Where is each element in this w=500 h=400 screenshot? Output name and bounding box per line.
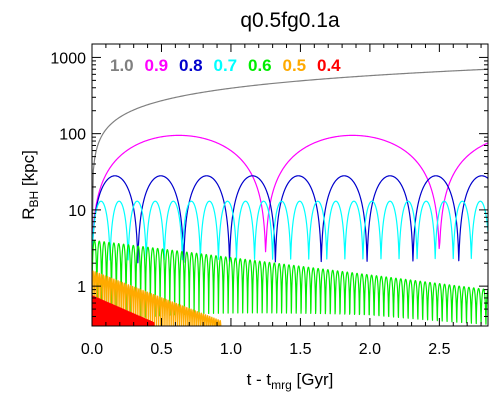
series-line-0-7 bbox=[92, 200, 488, 261]
y-tick-label: 1 bbox=[77, 279, 86, 296]
x-tick-label: 2.5 bbox=[428, 341, 450, 358]
x-tick-label: 1.5 bbox=[289, 341, 311, 358]
x-tick-label: 0.5 bbox=[150, 341, 172, 358]
plot-frame bbox=[91, 43, 489, 327]
x-tick-label: 1.0 bbox=[220, 341, 242, 358]
series-line-0-5 bbox=[92, 270, 222, 326]
x-axis-label-main: t - t bbox=[247, 370, 272, 389]
x-tick-label: 2.0 bbox=[359, 341, 381, 358]
x-axis: 0.0 0.5 1.0 1.5 2.0 2.5 bbox=[81, 44, 482, 358]
y-axis-label-unit: [kpc] bbox=[19, 150, 38, 191]
series-line-0-6 bbox=[92, 239, 488, 326]
y-tick-label: 100 bbox=[59, 127, 86, 144]
y-axis-label-sub: BH bbox=[27, 191, 41, 208]
x-tick-label: 0.0 bbox=[81, 341, 103, 358]
y-tick-label: 10 bbox=[68, 203, 86, 220]
y-tick-label: 1000 bbox=[50, 50, 86, 67]
legend-entry-0-7: 0.7 bbox=[214, 56, 238, 75]
legend-entry-1-0: 1.0 bbox=[110, 56, 134, 75]
legend: 1.0 0.9 0.8 0.7 0.6 0.5 0.4 bbox=[110, 56, 341, 75]
x-axis-label: t - tmrg [Gyr] bbox=[247, 370, 334, 392]
series-line-0-9 bbox=[92, 134, 488, 256]
legend-entry-0-9: 0.9 bbox=[145, 56, 169, 75]
legend-entry-0-8: 0.8 bbox=[179, 56, 203, 75]
legend-entry-0-6: 0.6 bbox=[248, 56, 272, 75]
series-group bbox=[92, 68, 488, 326]
legend-entry-0-4: 0.4 bbox=[317, 56, 341, 75]
x-axis-label-unit: [Gyr] bbox=[292, 370, 334, 389]
series-line-0-4 bbox=[92, 295, 156, 326]
y-axis-label-main: R bbox=[19, 208, 38, 220]
series-line-1-0 bbox=[92, 68, 488, 256]
legend-entry-0-5: 0.5 bbox=[283, 56, 307, 75]
y-axis-label: RBH [kpc] bbox=[19, 150, 41, 220]
x-axis-label-sub: mrg bbox=[271, 378, 292, 392]
series-line-0-8 bbox=[92, 175, 488, 264]
y-axis: 1 10 100 1000 bbox=[50, 50, 488, 327]
chart-title: q0.5fg0.1a bbox=[240, 9, 340, 32]
